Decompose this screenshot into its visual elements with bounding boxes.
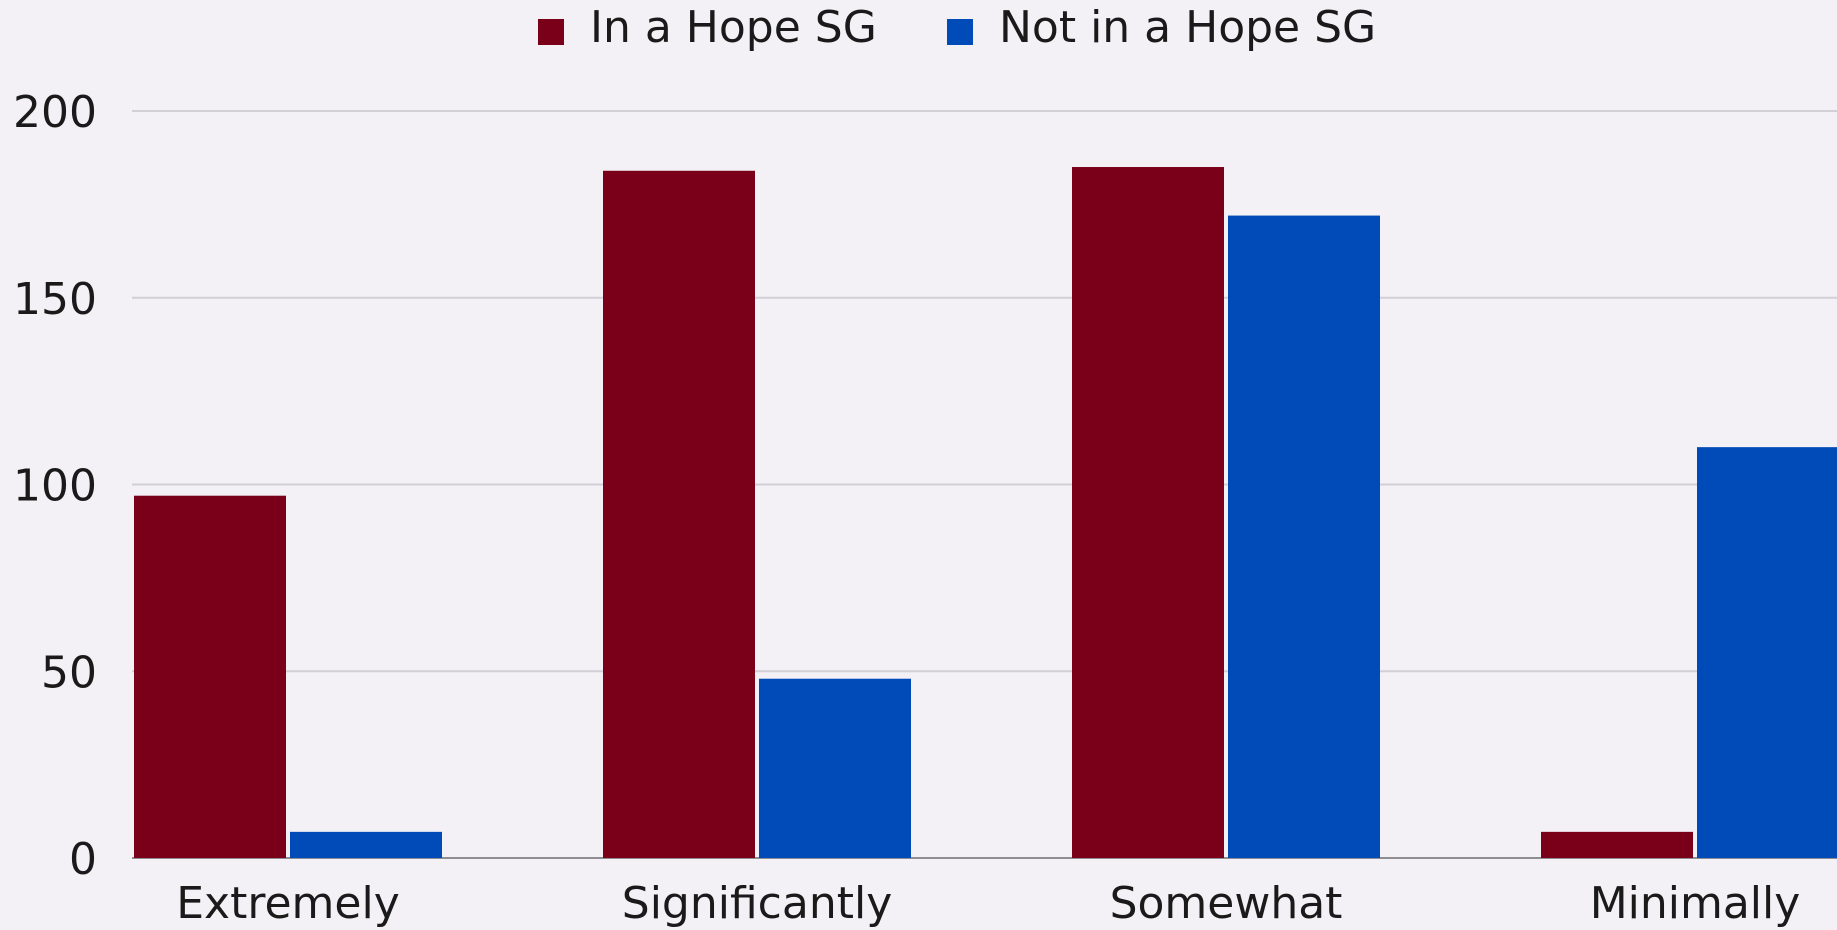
y-tick-label: 0 bbox=[69, 834, 97, 885]
y-tick-label: 150 bbox=[13, 274, 97, 325]
bar-significantly-series-2 bbox=[759, 678, 911, 858]
x-category-label: Extremely bbox=[176, 878, 399, 929]
y-tick-label: 100 bbox=[13, 461, 97, 512]
y-tick-label: 50 bbox=[41, 647, 97, 698]
bar-minimally-series-2 bbox=[1697, 447, 1837, 858]
y-tick-label: 200 bbox=[13, 87, 97, 138]
y-axis-ticks: 0 50 100 150 200 bbox=[13, 87, 97, 885]
legend-label-1: In a Hope SG bbox=[590, 2, 877, 53]
x-axis-categories: Extremely Significantly Somewhat Minimally bbox=[176, 878, 1800, 929]
x-category-label: Significantly bbox=[622, 878, 892, 929]
bars bbox=[134, 167, 1837, 858]
bar-minimally-series-1 bbox=[1541, 831, 1693, 858]
legend-label-2: Not in a Hope SG bbox=[999, 2, 1376, 53]
legend-swatch-1 bbox=[538, 19, 564, 45]
bar-significantly-series-1 bbox=[603, 170, 755, 858]
bar-somewhat-series-2 bbox=[1228, 215, 1380, 858]
gridlines bbox=[132, 110, 1837, 859]
bar-extremely-series-1 bbox=[134, 495, 286, 858]
legend: In a Hope SG Not in a Hope SG bbox=[538, 2, 1376, 53]
x-category-label: Minimally bbox=[1590, 878, 1801, 929]
legend-swatch-2 bbox=[947, 19, 973, 45]
bar-extremely-series-2 bbox=[290, 831, 442, 858]
x-category-label: Somewhat bbox=[1110, 878, 1343, 929]
bar-somewhat-series-1 bbox=[1072, 167, 1224, 858]
